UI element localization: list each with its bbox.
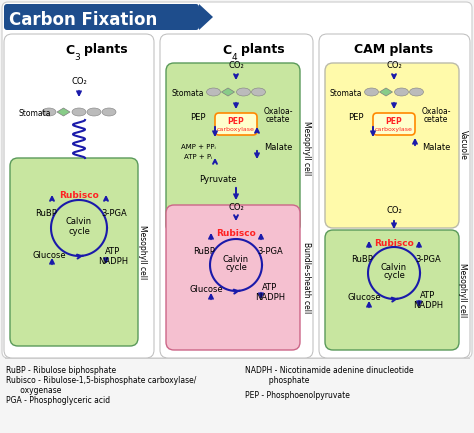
Polygon shape: [199, 4, 213, 30]
Text: 3: 3: [74, 53, 80, 62]
Text: NADPH - Nicotinamide adenine dinucleotide: NADPH - Nicotinamide adenine dinucleotid…: [245, 366, 414, 375]
Text: Rubisco - Ribulose-1,5-bisphosphate carboxylase/: Rubisco - Ribulose-1,5-bisphosphate carb…: [6, 376, 196, 385]
Text: NADPH: NADPH: [98, 256, 128, 265]
Ellipse shape: [102, 108, 116, 116]
Text: C: C: [223, 43, 232, 56]
Text: ATP: ATP: [263, 284, 278, 293]
FancyBboxPatch shape: [373, 113, 415, 135]
Text: CO₂: CO₂: [386, 61, 402, 70]
Ellipse shape: [252, 88, 265, 96]
Text: Rubisco: Rubisco: [216, 229, 256, 238]
Ellipse shape: [42, 108, 56, 116]
Text: Malate: Malate: [264, 143, 292, 152]
Ellipse shape: [237, 88, 250, 96]
Text: carboxylase: carboxylase: [375, 127, 413, 132]
Text: cycle: cycle: [68, 227, 90, 236]
Text: Calvin: Calvin: [223, 255, 249, 264]
Text: PEP: PEP: [190, 113, 206, 123]
Text: RuBP: RuBP: [351, 255, 373, 265]
Text: Mesophyll cell: Mesophyll cell: [458, 263, 467, 317]
FancyBboxPatch shape: [160, 34, 313, 358]
Text: carboxylase: carboxylase: [217, 127, 255, 132]
FancyBboxPatch shape: [4, 34, 154, 358]
Polygon shape: [57, 108, 70, 116]
Text: Carbon Fixation: Carbon Fixation: [9, 11, 157, 29]
Text: RuBP: RuBP: [193, 248, 215, 256]
Text: Glucose: Glucose: [32, 251, 66, 259]
Text: 3-PGA: 3-PGA: [257, 248, 283, 256]
Text: Vacuole: Vacuole: [458, 130, 467, 160]
Text: CO₂: CO₂: [71, 77, 87, 86]
Text: CO₂: CO₂: [228, 61, 244, 70]
Text: oxygenase: oxygenase: [6, 386, 61, 395]
Text: PGA - Phosphoglyceric acid: PGA - Phosphoglyceric acid: [6, 396, 110, 405]
Text: CAM plants: CAM plants: [355, 43, 434, 56]
Text: cycle: cycle: [225, 264, 247, 272]
Text: Stomata: Stomata: [172, 88, 204, 97]
Text: Glucose: Glucose: [347, 293, 381, 301]
Text: plants: plants: [241, 43, 284, 56]
Text: ATP: ATP: [105, 248, 120, 256]
Ellipse shape: [394, 88, 409, 96]
Text: Oxaloa-: Oxaloa-: [421, 107, 451, 116]
FancyBboxPatch shape: [325, 230, 459, 350]
FancyBboxPatch shape: [166, 63, 300, 233]
Text: cetate: cetate: [266, 116, 290, 125]
Text: PEP: PEP: [386, 117, 402, 126]
Ellipse shape: [365, 88, 379, 96]
Text: 4: 4: [231, 53, 237, 62]
Ellipse shape: [207, 88, 220, 96]
Text: CO₂: CO₂: [228, 203, 244, 212]
Text: Bundle-sheath cell: Bundle-sheath cell: [302, 242, 311, 313]
Text: Glucose: Glucose: [189, 285, 223, 294]
FancyBboxPatch shape: [166, 205, 300, 350]
Text: 3-PGA: 3-PGA: [415, 255, 441, 265]
Text: Stomata: Stomata: [18, 109, 51, 117]
FancyBboxPatch shape: [4, 4, 199, 30]
Text: Rubisco: Rubisco: [374, 239, 414, 248]
Text: Rubisco: Rubisco: [59, 191, 99, 200]
Text: PEP - Phosphoenolpyruvate: PEP - Phosphoenolpyruvate: [245, 391, 350, 400]
Text: C: C: [66, 43, 75, 56]
Text: RuBP: RuBP: [35, 210, 57, 219]
Text: cetate: cetate: [424, 116, 448, 125]
Text: 3-PGA: 3-PGA: [101, 210, 127, 219]
Text: PEP: PEP: [348, 113, 364, 123]
FancyBboxPatch shape: [319, 34, 470, 358]
FancyBboxPatch shape: [325, 63, 459, 228]
Text: cycle: cycle: [383, 271, 405, 281]
Text: plants: plants: [84, 43, 128, 56]
Text: Mesophyll cell: Mesophyll cell: [302, 121, 311, 175]
Text: Pyruvate: Pyruvate: [199, 175, 237, 184]
Text: Stomata: Stomata: [330, 88, 363, 97]
Ellipse shape: [72, 108, 86, 116]
Text: PEP: PEP: [228, 117, 245, 126]
Ellipse shape: [410, 88, 423, 96]
Text: Calvin: Calvin: [381, 262, 407, 271]
Text: ATP: ATP: [420, 291, 436, 301]
Ellipse shape: [87, 108, 101, 116]
FancyBboxPatch shape: [2, 2, 472, 358]
FancyBboxPatch shape: [10, 158, 138, 346]
Text: Malate: Malate: [422, 143, 450, 152]
Text: RuBP - Ribulose biphosphate: RuBP - Ribulose biphosphate: [6, 366, 116, 375]
Text: ATP + Pᵢ: ATP + Pᵢ: [184, 154, 212, 160]
Text: Oxaloa-: Oxaloa-: [263, 107, 293, 116]
Polygon shape: [380, 88, 392, 96]
Polygon shape: [221, 88, 235, 96]
Text: phosphate: phosphate: [245, 376, 310, 385]
Text: AMP + PPᵢ: AMP + PPᵢ: [181, 144, 215, 150]
Text: Mesophyll cell: Mesophyll cell: [138, 225, 147, 279]
Text: Calvin: Calvin: [66, 217, 92, 226]
Text: NADPH: NADPH: [413, 301, 443, 310]
Text: NADPH: NADPH: [255, 293, 285, 301]
Text: CO₂: CO₂: [386, 206, 402, 215]
FancyBboxPatch shape: [215, 113, 257, 135]
